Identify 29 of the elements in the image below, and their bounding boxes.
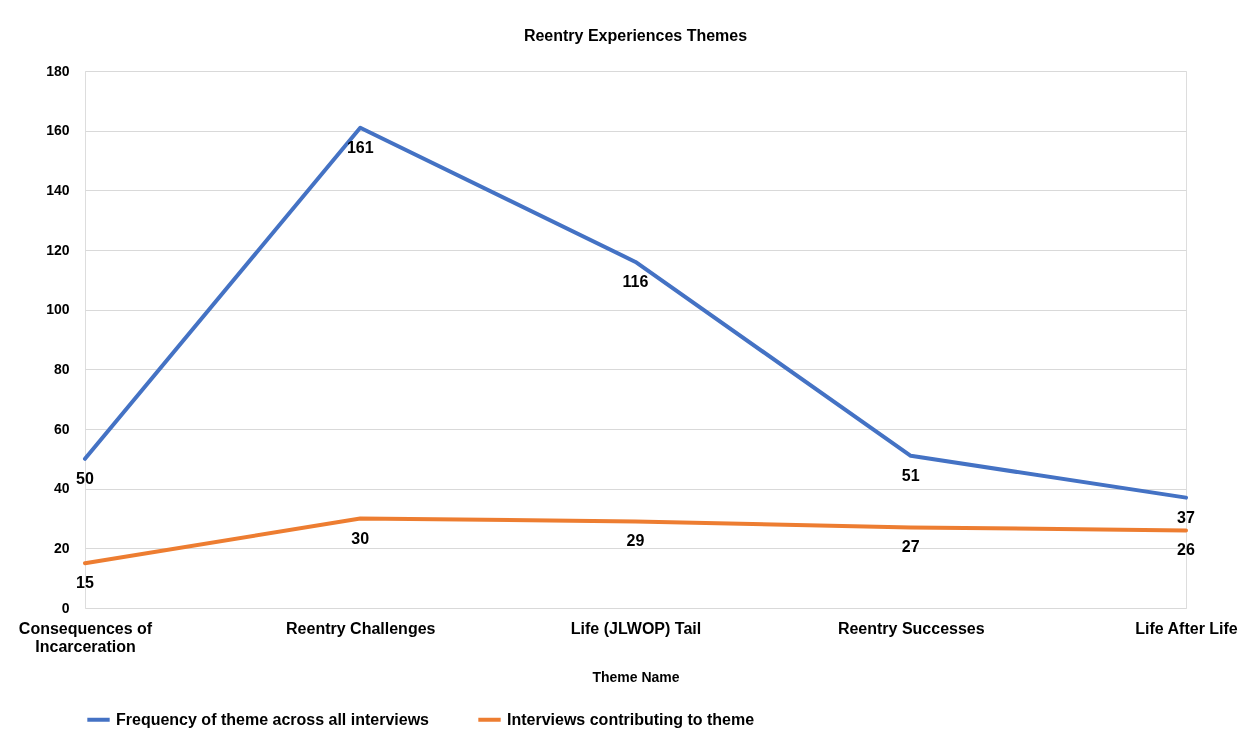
y-tick-label: 20	[53, 539, 70, 556]
data-label: 15	[76, 574, 94, 592]
x-tick-label: Reentry Challenges	[286, 619, 436, 637]
x-tick-label: Reentry Successes	[837, 619, 985, 637]
data-label: 37	[1177, 508, 1195, 526]
data-label: 50	[76, 469, 94, 487]
legend-label: Frequency of theme across all interviews	[116, 710, 430, 728]
x-tick-label: Life (JLWOP) Tail	[570, 619, 702, 637]
y-tick-label: 160	[46, 122, 70, 139]
data-label: 30	[351, 529, 370, 547]
y-tick-label: 120	[46, 241, 70, 258]
x-tick-label: Consequences of Incarceration	[18, 619, 153, 655]
chart-title: Reentry Experiences Themes	[523, 27, 748, 44]
x-tick-label: Life After Life	[1135, 619, 1238, 637]
y-tick-label: 40	[53, 480, 70, 497]
x-axis-title: Theme Name	[592, 668, 680, 685]
data-label: 29	[626, 532, 645, 550]
data-label: 26	[1177, 541, 1195, 559]
y-tick-label: 60	[53, 420, 70, 437]
y-tick-label: 80	[53, 360, 70, 377]
data-label: 51	[901, 466, 920, 484]
y-tick-label: 0	[61, 599, 70, 616]
y-tick-label: 180	[46, 62, 70, 79]
data-label: 161	[346, 138, 374, 156]
legend-label: Interviews contributing to theme	[507, 710, 755, 728]
y-tick-label: 140	[46, 181, 70, 198]
data-label: 27	[901, 538, 920, 556]
y-tick-label: 100	[46, 301, 70, 318]
data-label: 116	[622, 272, 649, 290]
